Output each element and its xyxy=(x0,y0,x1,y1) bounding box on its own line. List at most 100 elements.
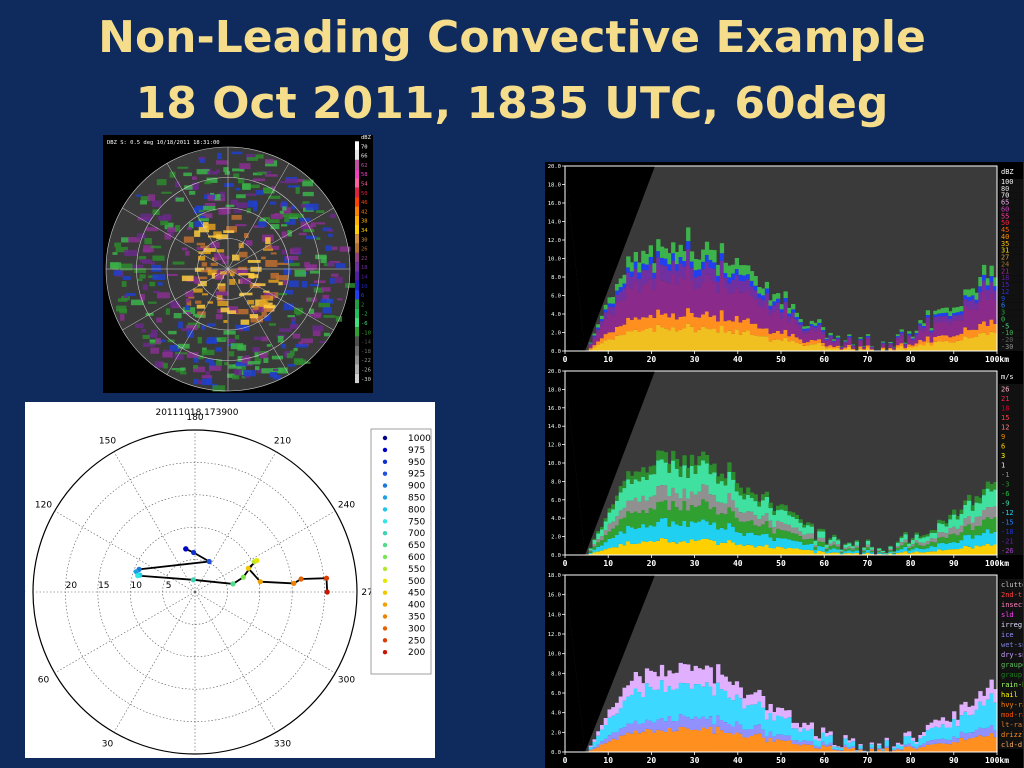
rhi-cell xyxy=(948,519,953,528)
rhi-cell xyxy=(674,270,680,285)
ppi-echo xyxy=(217,152,222,160)
rhi-scale-label: -21 xyxy=(1001,538,1014,546)
rhi-cell xyxy=(922,327,927,332)
rhi-cell xyxy=(674,264,680,271)
rhi-cell xyxy=(903,746,908,752)
rhi-cell xyxy=(817,319,822,323)
rhi-cell xyxy=(955,307,961,313)
rhi-cell xyxy=(835,338,841,342)
rhi-cell xyxy=(933,310,938,315)
rhi-cell xyxy=(877,550,882,552)
rhi-cell xyxy=(600,315,605,320)
rhi-cell xyxy=(959,525,964,533)
rhi-cell xyxy=(922,345,927,351)
rhi-cell xyxy=(716,682,721,716)
rhi-cell xyxy=(794,722,799,729)
rhi-x-tick-label: 80 xyxy=(906,559,916,568)
rhi-cell xyxy=(592,345,597,348)
ppi-echo xyxy=(247,260,261,263)
rhi-cell xyxy=(895,748,901,750)
rhi-cell xyxy=(813,327,818,332)
rhi-cell xyxy=(761,534,766,547)
rhi-cell xyxy=(821,334,826,343)
rhi-cell xyxy=(697,456,702,466)
rhi-cell xyxy=(588,344,593,346)
rhi-cell xyxy=(865,337,871,339)
rhi-cell xyxy=(843,348,848,351)
rhi-cell xyxy=(959,340,964,351)
rhi-cell xyxy=(603,718,608,725)
rhi-cell xyxy=(667,728,672,752)
rhi-cell xyxy=(659,485,665,502)
ppi-echo xyxy=(239,163,251,170)
rhi-cell xyxy=(701,451,706,461)
rhi-cell xyxy=(892,553,897,555)
rhi-cell xyxy=(948,740,953,745)
rhi-cell xyxy=(772,540,777,549)
rhi-cell xyxy=(622,545,627,555)
rhi-cell xyxy=(791,340,796,351)
rhi-cell xyxy=(682,266,687,280)
rhi-cell xyxy=(817,339,822,343)
rhi-cell xyxy=(937,341,942,351)
rhi-cell xyxy=(922,326,927,328)
hodograph-spoke xyxy=(194,591,336,674)
rhi-cell xyxy=(779,538,785,548)
ppi-echo xyxy=(149,281,156,287)
rhi-cell xyxy=(933,317,938,323)
rhi-cell xyxy=(809,344,814,351)
rhi-cell xyxy=(907,546,912,549)
ppi-echo xyxy=(270,245,280,250)
rhi-cell xyxy=(693,665,698,684)
rhi-scale-label: 6 xyxy=(1001,443,1005,451)
rhi-cell xyxy=(850,746,856,748)
rhi-cell xyxy=(854,550,859,553)
rhi-cell xyxy=(701,539,706,555)
rhi-cell xyxy=(716,664,721,683)
ppi-echo xyxy=(207,171,218,175)
rhi-cell xyxy=(622,288,627,301)
rhi-cell xyxy=(989,281,994,294)
rhi-cell xyxy=(753,299,758,324)
rhi-cell xyxy=(914,547,919,552)
ppi-echo xyxy=(262,217,270,220)
rhi-cell xyxy=(877,745,882,749)
rhi-cell xyxy=(656,257,661,270)
rhi-cell xyxy=(925,745,931,752)
ppi-echo xyxy=(196,242,205,246)
rhi-cell xyxy=(749,511,755,521)
rhi-cell xyxy=(955,312,961,316)
rhi-cell xyxy=(903,551,908,555)
rhi-cell xyxy=(596,546,601,552)
rhi-cell xyxy=(907,746,912,752)
ppi-echo xyxy=(202,378,212,385)
ppi-echo xyxy=(157,292,170,299)
rhi-cell xyxy=(742,319,747,332)
rhi-cell xyxy=(596,533,601,540)
rhi-cell xyxy=(712,463,717,473)
ppi-scale-swatch xyxy=(355,280,359,291)
rhi-cell xyxy=(809,325,814,330)
rhi-cell xyxy=(776,546,781,555)
rhi-cell xyxy=(753,501,758,516)
rhi-y-tick-label: 4.0 xyxy=(551,516,561,522)
ppi-scale-swatch xyxy=(355,345,359,356)
rhi-cell xyxy=(607,508,612,513)
rhi-cell xyxy=(734,507,740,518)
rhi-cell xyxy=(967,500,972,517)
rhi-cell xyxy=(701,669,706,687)
rhi-cell xyxy=(794,533,799,542)
ppi-echo xyxy=(227,306,239,314)
ppi-echo xyxy=(239,292,253,296)
rhi-cell xyxy=(768,309,773,316)
rhi-cell xyxy=(712,733,717,752)
rhi-cell xyxy=(697,329,702,351)
hodograph-point-300 xyxy=(298,576,304,582)
rhi-cell xyxy=(865,552,871,555)
rhi-cell xyxy=(925,315,931,318)
rhi-cell xyxy=(914,330,919,333)
ppi-echo xyxy=(268,195,281,199)
rhi-cell xyxy=(877,743,882,746)
rhi-cell xyxy=(629,271,635,277)
rhi-scale-cell xyxy=(999,344,1023,351)
